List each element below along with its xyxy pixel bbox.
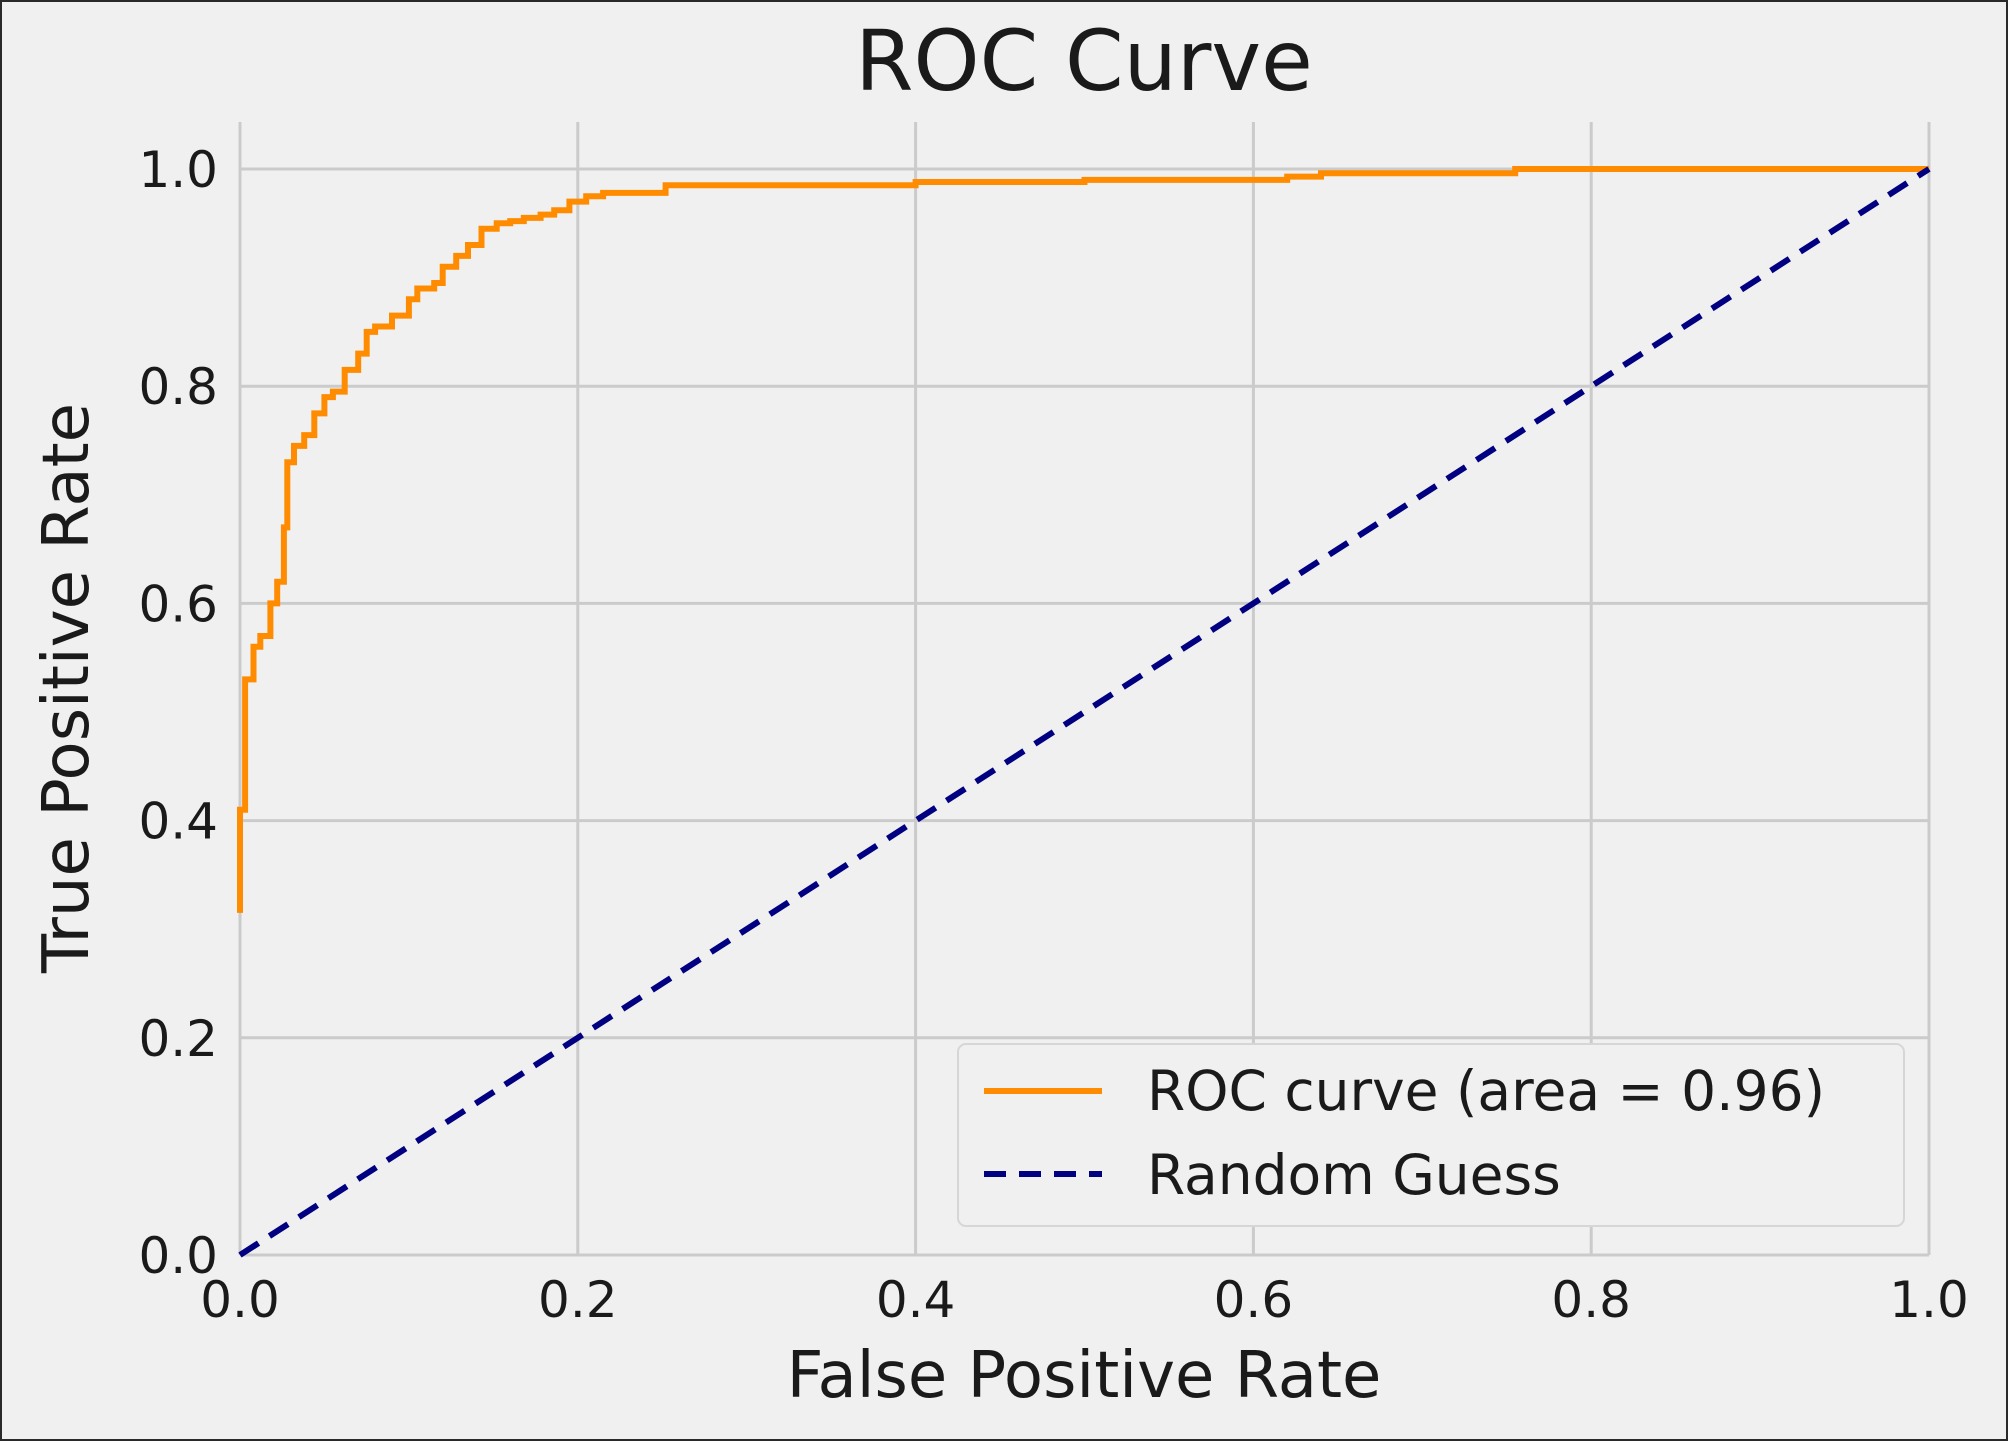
y-tick-label-5: 1.0 bbox=[138, 141, 218, 199]
series-layer bbox=[237, 166, 1931, 1258]
legend-box bbox=[957, 1043, 1905, 1227]
x-axis-label: False Positive Rate bbox=[787, 1339, 1382, 1413]
y-tick-label-1: 0.2 bbox=[138, 1010, 218, 1068]
tick-labels: 0.0 0.2 0.4 0.6 0.8 1.0 0.0 0.2 0.4 0.6 0.8 1.0 bbox=[138, 141, 1968, 1329]
y-tick-label-2: 0.4 bbox=[138, 793, 218, 851]
series-line-random-guess bbox=[238, 166, 1931, 1258]
y-tick-label-4: 0.8 bbox=[138, 358, 218, 416]
y-tick-label-3: 0.6 bbox=[138, 575, 218, 633]
legend-label-random: Random Guess bbox=[1147, 1143, 1561, 1207]
legend-label-roc: ROC curve (area = 0.96) bbox=[1147, 1059, 1825, 1123]
y-axis-label: True Positive Rate bbox=[30, 403, 104, 974]
legend: ROC curve (area = 0.96) Random Guess bbox=[957, 1043, 1905, 1227]
x-tick-label-4: 0.8 bbox=[1551, 1271, 1631, 1329]
x-tick-label-1: 0.2 bbox=[538, 1271, 618, 1329]
y-tick-label-0: 0.0 bbox=[138, 1227, 218, 1285]
x-tick-label-0: 0.0 bbox=[200, 1271, 280, 1329]
series-line-roc bbox=[237, 166, 1929, 913]
chart-title: ROC Curve bbox=[855, 12, 1313, 110]
grid-lines bbox=[238, 122, 1931, 1257]
x-tick-label-3: 0.6 bbox=[1214, 1271, 1294, 1329]
x-tick-label-5: 1.0 bbox=[1889, 1271, 1969, 1329]
x-tick-label-2: 0.4 bbox=[876, 1271, 956, 1329]
